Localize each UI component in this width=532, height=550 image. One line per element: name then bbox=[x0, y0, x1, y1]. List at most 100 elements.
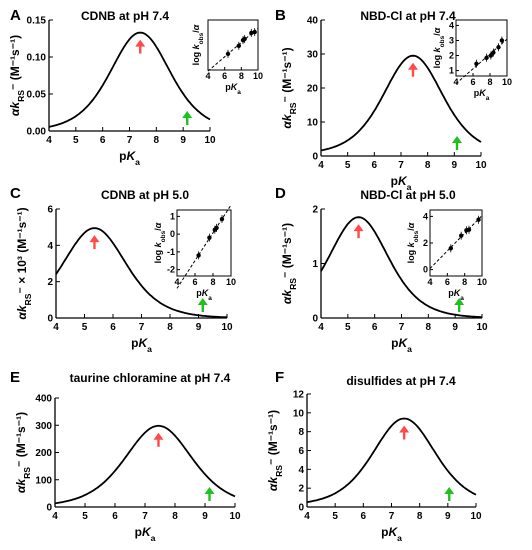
y-tick-label: 0 bbox=[312, 152, 318, 163]
inset-x-tick-label: 8 bbox=[239, 71, 244, 81]
y-tick-label: 30 bbox=[307, 50, 319, 61]
panel-letter: F bbox=[275, 369, 284, 386]
inset-y-tick-label: 4 bbox=[449, 20, 454, 30]
inset-y-label: log kobs/α bbox=[432, 27, 446, 68]
y-tick-label: 1 bbox=[312, 259, 318, 270]
x-tick-label: 10 bbox=[221, 322, 233, 333]
inset-y-tick-label: 1 bbox=[170, 211, 175, 221]
x-tick-label: 7 bbox=[389, 511, 395, 522]
x-tick-label: 9 bbox=[445, 511, 451, 522]
inset-x-tick-label: 10 bbox=[226, 277, 236, 287]
x-tick-label: 8 bbox=[172, 511, 178, 522]
peak-arrow bbox=[353, 224, 364, 239]
x-tick-label: 9 bbox=[202, 511, 208, 522]
inset-x-tick-label: 10 bbox=[253, 71, 263, 81]
y-tick-label: 200 bbox=[35, 448, 52, 459]
x-tick-label: 6 bbox=[112, 511, 118, 522]
peak-arrow bbox=[408, 62, 418, 77]
y-tick-label: 2 bbox=[47, 277, 53, 288]
inset-point bbox=[249, 30, 254, 36]
y-axis-label: αkRS⁻ (M⁻¹s⁻¹) bbox=[14, 412, 32, 493]
x-tick-label: 4 bbox=[318, 322, 324, 333]
panel-title: NBD-Cl at pH 5.0 bbox=[360, 188, 456, 202]
inset-point bbox=[459, 233, 464, 238]
inset-y-tick-label: 0 bbox=[170, 229, 175, 239]
inset-frame bbox=[429, 209, 483, 277]
x-tick-label: 6 bbox=[100, 135, 106, 146]
y-tick-label: 0 bbox=[298, 503, 304, 514]
bell-curve bbox=[320, 54, 482, 152]
x-axis-label: pKa bbox=[391, 336, 412, 354]
x-axis-label: pKa bbox=[381, 525, 402, 543]
y-tick-label: 4 bbox=[298, 465, 304, 476]
x-tick-label: 9 bbox=[196, 322, 202, 333]
panel-a: A CDNB at pH 7.4 4 5 6 7 8 9 10 0.00 0.05 0.10 0.15 p… bbox=[8, 7, 263, 167]
x-tick-label: 5 bbox=[73, 135, 79, 146]
inset-point bbox=[496, 45, 501, 50]
panel-d: D NBD-Cl at pH 5.0 4 5 6 7 8 9 10 0 1 2 pKa αkRS⁻ (M⁻… bbox=[275, 185, 488, 354]
inset-point bbox=[484, 55, 489, 60]
inset-y-label: log kobs/α bbox=[406, 222, 420, 263]
x-tick-label: 4 bbox=[52, 511, 58, 522]
y-tick-label: 0.05 bbox=[27, 90, 47, 101]
inset-x-label: pKa bbox=[225, 82, 241, 96]
inset-point bbox=[225, 51, 231, 57]
inset-x-tick-label: 6 bbox=[445, 277, 450, 287]
x-tick-label: 5 bbox=[332, 511, 338, 522]
inset-x-tick-label: 4 bbox=[174, 277, 179, 287]
y-tick-label: 100 bbox=[35, 475, 52, 486]
inset-x-tick-label: 6 bbox=[470, 77, 475, 87]
y-tick-label: 0.10 bbox=[27, 53, 47, 64]
peak-arrow bbox=[399, 425, 410, 440]
x-tick-label: 9 bbox=[180, 135, 186, 146]
inset-point bbox=[476, 217, 481, 222]
y-tick-label: 2 bbox=[298, 484, 304, 495]
x-tick-label: 7 bbox=[139, 322, 145, 333]
inset-y-label: log kobs/α bbox=[153, 222, 167, 263]
y-tick-label: 0.15 bbox=[27, 16, 47, 27]
x-axis-label: pKa bbox=[131, 336, 152, 354]
inset-x-label: pKa bbox=[448, 288, 464, 302]
x-tick-label: 5 bbox=[345, 322, 351, 333]
panel-title: CDNB at pH 5.0 bbox=[101, 188, 189, 202]
inset-x-tick-label: 10 bbox=[477, 277, 487, 287]
bell-curve bbox=[48, 31, 211, 128]
x-tick-label: 10 bbox=[476, 322, 488, 333]
y-tick-label: 300 bbox=[35, 421, 52, 432]
y-axis-label: αkRS⁻ (M⁻¹s⁻¹) bbox=[8, 35, 26, 116]
y-tick-label: 0.00 bbox=[27, 127, 47, 138]
x-tick-label: 7 bbox=[398, 160, 404, 171]
x-tick-label: 9 bbox=[452, 160, 458, 171]
inset-point bbox=[252, 29, 257, 35]
inset-y-label: log kobs/α bbox=[191, 24, 205, 65]
y-tick-label: 0 bbox=[312, 314, 318, 325]
panel-letter: C bbox=[10, 185, 21, 202]
inset-y-tick-label: 2 bbox=[449, 51, 454, 61]
inset-x-tick-label: 10 bbox=[502, 77, 512, 87]
y-tick-label: 8 bbox=[298, 427, 304, 438]
y-tick-label: 10 bbox=[307, 118, 319, 129]
y-tick-label: 6 bbox=[47, 205, 53, 216]
bell-curve bbox=[55, 227, 228, 319]
pka-arrow bbox=[182, 111, 193, 125]
inset-plot: 4 6 8 10 pKa log kobs/α bbox=[191, 19, 263, 96]
y-tick-label: 12 bbox=[293, 390, 305, 401]
inset-x-tick-label: 6 bbox=[222, 71, 227, 81]
panel-letter: D bbox=[275, 185, 286, 202]
x-tick-label: 8 bbox=[417, 511, 423, 522]
peak-arrow bbox=[135, 39, 146, 54]
x-tick-label: 6 bbox=[372, 160, 378, 171]
inset-plot: 4 6 8 10 -2 -1 0 1 pKa log kobs/α bbox=[153, 204, 236, 302]
y-axis-label: αkRS⁻ (M⁻¹s⁻¹) bbox=[266, 410, 284, 491]
panel-letter: A bbox=[10, 7, 21, 24]
x-tick-label: 5 bbox=[82, 511, 88, 522]
inset-point bbox=[236, 43, 242, 49]
x-tick-label: 4 bbox=[304, 511, 310, 522]
x-axis-label: pKa bbox=[391, 174, 412, 192]
y-tick-label: 4 bbox=[47, 241, 53, 252]
panel-title: disulfides at pH 7.4 bbox=[346, 374, 456, 388]
inset-x-tick-label: 6 bbox=[192, 277, 197, 287]
